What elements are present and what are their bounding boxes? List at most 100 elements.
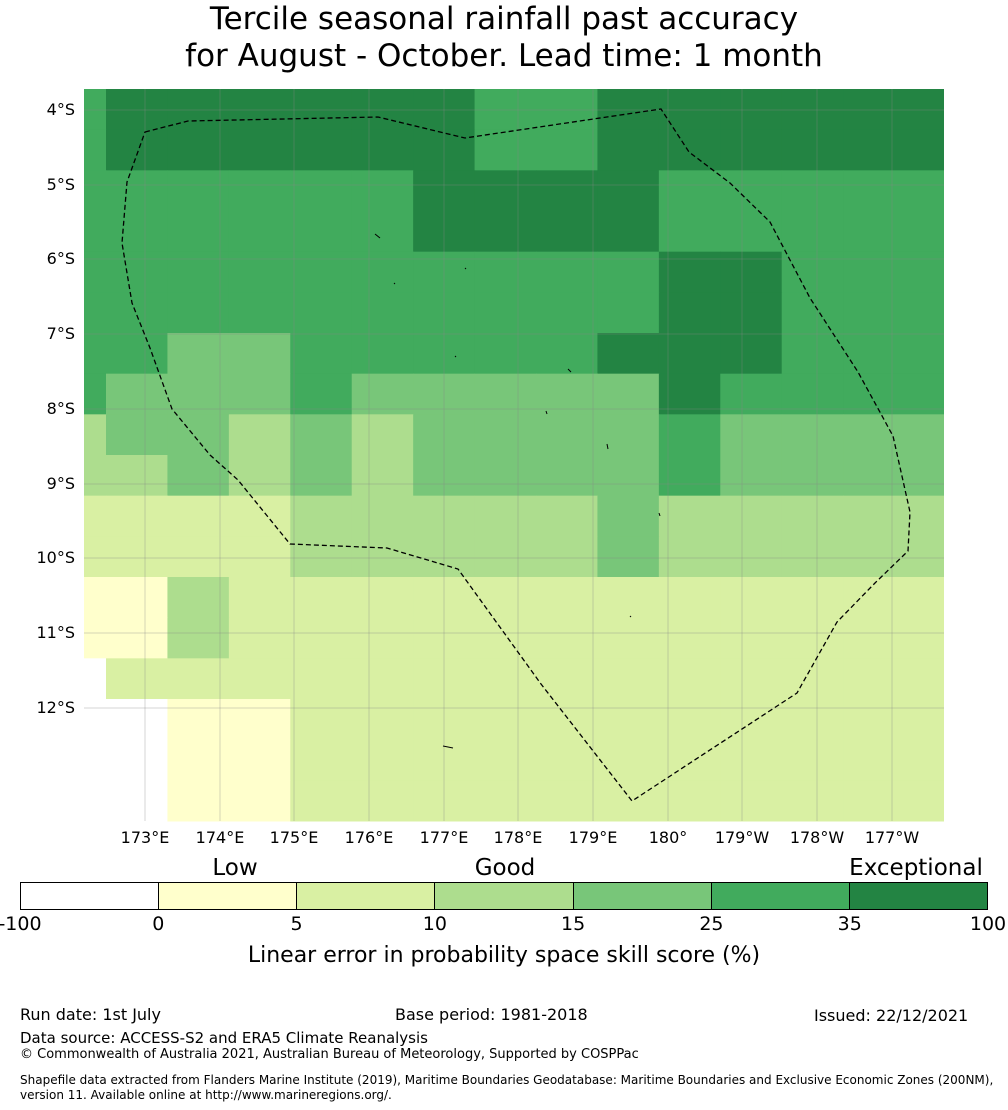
grid-cell	[658, 292, 721, 334]
grid-cell	[351, 129, 414, 171]
lon-label: 179°E	[568, 828, 618, 847]
grid-cell	[84, 780, 107, 822]
copyright: © Commonwealth of Australia 2021, Austra…	[20, 1047, 639, 1062]
grid-cell	[536, 536, 598, 578]
grid-cell	[597, 780, 660, 822]
grid-cell	[84, 333, 107, 375]
grid-cell	[351, 455, 414, 497]
grid-cell	[597, 536, 660, 578]
lon-label: 178°E	[493, 828, 543, 847]
grid-cell	[720, 577, 783, 619]
grid-cell	[290, 699, 353, 741]
grid-cell	[351, 292, 414, 334]
grid-cell	[290, 617, 353, 659]
islands	[374, 233, 661, 749]
grid-cell	[290, 780, 353, 822]
skill-score-map	[84, 89, 944, 822]
grid-cell	[536, 333, 598, 375]
grid-cell	[474, 495, 537, 537]
lon-label: 173°E	[120, 828, 170, 847]
grid-cell	[597, 373, 660, 415]
grid-cell	[228, 89, 291, 131]
issued-date: Issued: 22/12/2021	[814, 1006, 969, 1025]
grid-cell	[474, 333, 537, 375]
grid-cell	[351, 251, 414, 293]
grid-cell	[228, 577, 291, 619]
colorbar-segment	[435, 883, 574, 909]
island	[658, 512, 661, 517]
grid-cell	[84, 617, 107, 659]
grid-cell	[167, 455, 230, 497]
grid-cell	[536, 211, 598, 253]
grid-cell	[781, 414, 844, 456]
grid-cell	[658, 333, 721, 375]
lon-label: 176°E	[344, 828, 394, 847]
base-period: Base period: 1981-2018	[395, 1005, 588, 1024]
island	[374, 233, 381, 239]
grid-cell	[536, 455, 598, 497]
grid-cell	[228, 414, 291, 456]
grid-cell	[351, 577, 414, 619]
grid-cell	[658, 617, 721, 659]
lon-label: 178°W	[789, 828, 845, 847]
grid-cell	[597, 414, 660, 456]
grid-cell	[290, 414, 353, 456]
grid-cell	[228, 699, 291, 741]
grid-cell	[658, 414, 721, 456]
grid-cell	[597, 251, 660, 293]
grid-cell	[84, 658, 107, 700]
grid-cell	[228, 536, 291, 578]
grid-cell	[290, 455, 353, 497]
grid-cell	[720, 658, 783, 700]
grid-cell	[536, 414, 598, 456]
grid-cell	[84, 536, 107, 578]
grid-cell	[290, 211, 353, 253]
grid-cell	[843, 292, 944, 334]
chart-title-line1: Tercile seasonal rainfall past accuracy	[209, 1, 799, 37]
grid-cell	[720, 292, 783, 334]
grid-cell	[474, 170, 537, 212]
grid-cell	[658, 211, 721, 253]
grid-cell	[84, 495, 107, 537]
grid-cell	[720, 251, 783, 293]
colorbar-tick: 10	[422, 913, 447, 935]
grid-cell	[843, 211, 944, 253]
grid-cell	[474, 414, 537, 456]
grid-cell	[781, 617, 844, 659]
grid-cell	[106, 129, 168, 171]
grid-cell	[597, 617, 660, 659]
grid-cell	[228, 739, 291, 781]
grid-cell	[781, 211, 844, 253]
grid-cell	[536, 89, 598, 131]
island	[567, 368, 572, 373]
grid-cell	[536, 495, 598, 537]
grid-cell	[106, 536, 168, 578]
grid-cell	[167, 129, 230, 171]
shapefile-credit-line1: Shapefile data extracted from Flanders M…	[20, 1073, 994, 1087]
grid-cell	[536, 373, 598, 415]
lat-label: 8°S	[46, 399, 75, 418]
grid-cell	[474, 699, 537, 741]
grid-cell	[781, 373, 844, 415]
grid-cell	[843, 739, 944, 781]
grid-cell	[720, 333, 783, 375]
grid-cell	[351, 211, 414, 253]
grid-cell	[167, 699, 230, 741]
grid-cell	[720, 495, 783, 537]
grid-cell	[536, 699, 598, 741]
grid-cell	[167, 536, 230, 578]
lat-label: 12°S	[36, 698, 75, 717]
grid-cell	[474, 617, 537, 659]
grid-cell	[843, 658, 944, 700]
grid-cell	[781, 333, 844, 375]
grid-cell	[597, 699, 660, 741]
grid-cell	[843, 373, 944, 415]
grid-cell	[781, 89, 844, 131]
grid-cell	[84, 699, 107, 741]
grid-cell	[84, 739, 107, 781]
grid-cell	[720, 414, 783, 456]
grid-cell	[351, 780, 414, 822]
lat-label: 7°S	[46, 324, 75, 343]
grid-cell	[597, 577, 660, 619]
grid-cell	[781, 292, 844, 334]
